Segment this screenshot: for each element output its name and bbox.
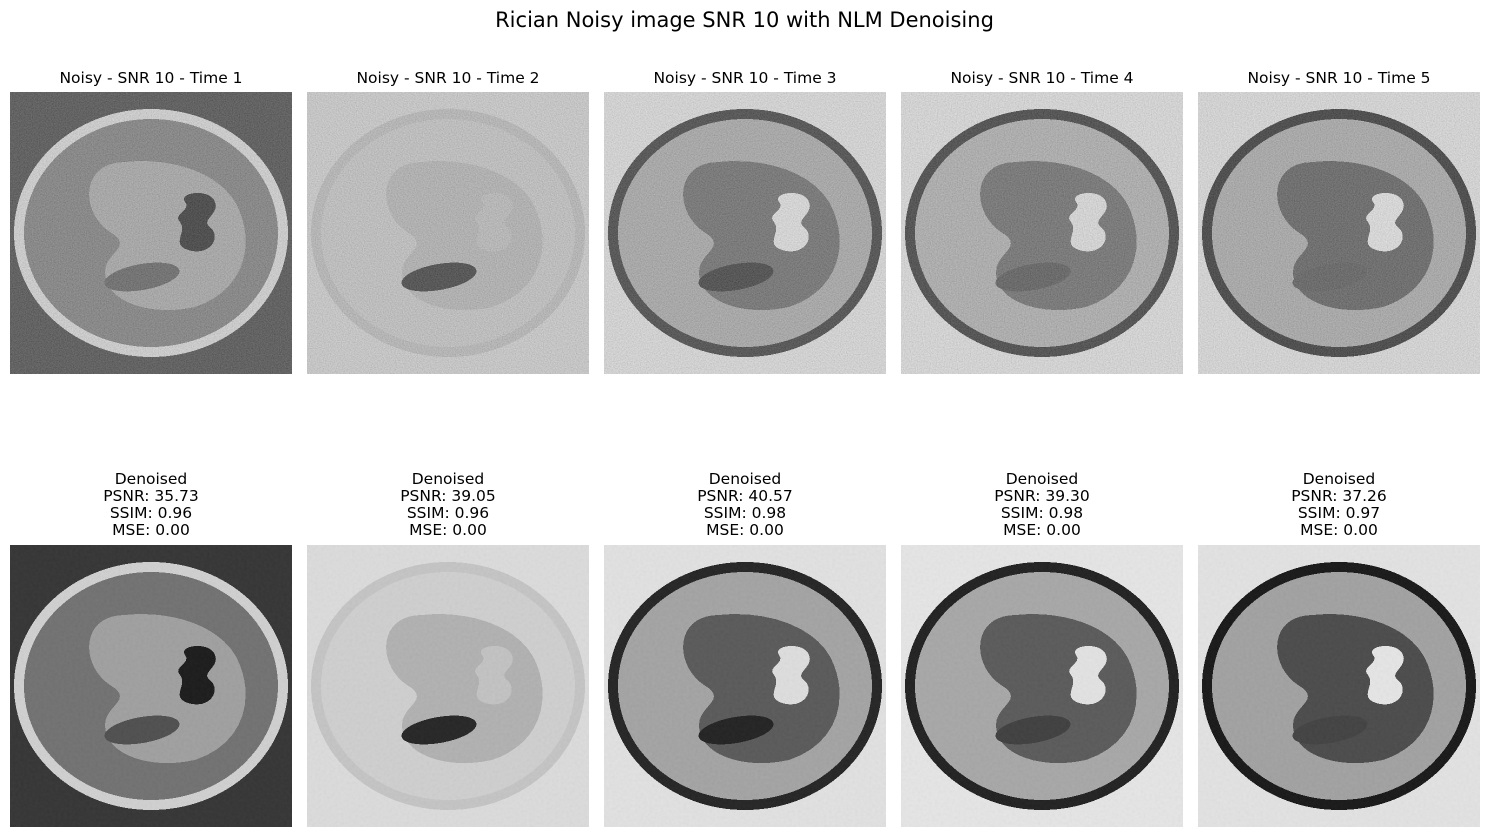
- denoised-image: [901, 545, 1183, 827]
- phantom-svg: [307, 92, 589, 374]
- denoised-title-line: Denoised: [114, 470, 188, 488]
- psnr-label: PSNR: 40.57: [697, 487, 793, 505]
- mse-label: MSE: 0.00: [409, 521, 487, 539]
- phantom-svg: [604, 545, 886, 827]
- noisy-panel-title: Noisy - SNR 10 - Time 3: [653, 69, 837, 87]
- mse-label: MSE: 0.00: [706, 521, 784, 539]
- ssim-label: SSIM: 0.98: [1000, 504, 1084, 522]
- psnr-label: PSNR: 39.05: [400, 487, 496, 505]
- ssim-label: SSIM: 0.96: [406, 504, 490, 522]
- mse-label: MSE: 0.00: [112, 521, 190, 539]
- phantom-svg: [10, 92, 292, 374]
- phantom-svg: [1198, 92, 1480, 374]
- ssim-label: SSIM: 0.98: [703, 504, 787, 522]
- noisy-panel-title: Noisy - SNR 10 - Time 1: [59, 69, 243, 87]
- noisy-panel-title: Noisy - SNR 10 - Time 4: [950, 69, 1134, 87]
- denoised-title-line: Denoised: [708, 470, 782, 488]
- figure-title: Rician Noisy image SNR 10 with NLM Denoi…: [495, 8, 994, 32]
- psnr-label: PSNR: 37.26: [1291, 487, 1387, 505]
- noise-overlay: [1198, 92, 1480, 374]
- noisy-image: [901, 92, 1183, 374]
- mse-label: MSE: 0.00: [1003, 521, 1081, 539]
- denoised-image: [10, 545, 292, 827]
- ssim-label: SSIM: 0.97: [1297, 504, 1381, 522]
- psnr-label: PSNR: 39.30: [994, 487, 1090, 505]
- denoised-image: [604, 545, 886, 827]
- noise-overlay: [10, 545, 292, 827]
- noise-overlay: [307, 545, 589, 827]
- psnr-label: PSNR: 35.73: [103, 487, 199, 505]
- ssim-label: SSIM: 0.96: [109, 504, 193, 522]
- noisy-image: [1198, 92, 1480, 374]
- noisy-image: [604, 92, 886, 374]
- phantom-svg: [604, 92, 886, 374]
- denoised-image: [307, 545, 589, 827]
- noise-overlay: [604, 545, 886, 827]
- phantom-svg: [1198, 545, 1480, 827]
- denoised-title-line: Denoised: [1302, 470, 1376, 488]
- denoised-title-line: Denoised: [411, 470, 485, 488]
- mse-label: MSE: 0.00: [1300, 521, 1378, 539]
- noisy-image: [10, 92, 292, 374]
- denoised-title-line: Denoised: [1005, 470, 1079, 488]
- noise-overlay: [1198, 545, 1480, 827]
- noisy-image: [307, 92, 589, 374]
- noisy-panel-title: Noisy - SNR 10 - Time 2: [356, 69, 540, 87]
- denoised-image: [1198, 545, 1480, 827]
- phantom-svg: [901, 545, 1183, 827]
- noise-overlay: [604, 92, 886, 374]
- phantom-svg: [901, 92, 1183, 374]
- noisy-panel-title: Noisy - SNR 10 - Time 5: [1247, 69, 1431, 87]
- phantom-svg: [10, 545, 292, 827]
- noise-overlay: [901, 92, 1183, 374]
- noise-overlay: [307, 92, 589, 374]
- noise-overlay: [10, 92, 292, 374]
- noise-overlay: [901, 545, 1183, 827]
- phantom-svg: [307, 545, 589, 827]
